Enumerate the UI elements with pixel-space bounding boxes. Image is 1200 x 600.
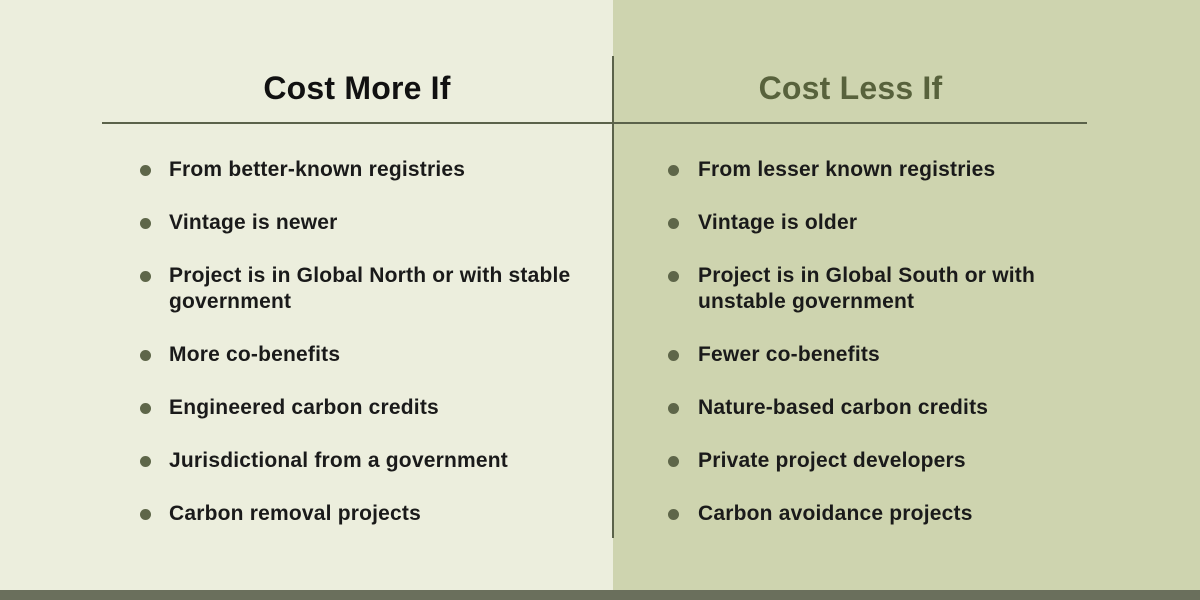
bullet-icon bbox=[140, 165, 151, 176]
bullet-icon bbox=[668, 165, 679, 176]
bullet-icon bbox=[140, 271, 151, 282]
bullet-icon bbox=[668, 271, 679, 282]
list-item: Vintage is newer bbox=[169, 211, 338, 234]
bottom-bar bbox=[0, 590, 1200, 600]
bullet-icon bbox=[668, 218, 679, 229]
bullet-icon bbox=[668, 403, 679, 414]
list-item: Private project developers bbox=[698, 449, 966, 472]
list-item: Vintage is older bbox=[698, 211, 858, 234]
bullet-icon bbox=[668, 456, 679, 467]
list-item: Carbon avoidance projects bbox=[698, 502, 973, 525]
right-panel bbox=[613, 0, 1200, 590]
bullet-icon bbox=[668, 350, 679, 361]
left-panel bbox=[0, 0, 613, 590]
list-item: Jurisdictional from a government bbox=[169, 449, 508, 472]
list-item: Fewer co-benefits bbox=[698, 343, 880, 366]
bullet-icon bbox=[140, 350, 151, 361]
bullet-icon bbox=[140, 456, 151, 467]
list-item: From better-known registries bbox=[169, 158, 466, 181]
heading-cost-more: Cost More If bbox=[263, 70, 451, 106]
list-item: Carbon removal projects bbox=[169, 502, 422, 525]
list-item: Nature-based carbon credits bbox=[698, 396, 989, 419]
list-item: Engineered carbon credits bbox=[169, 396, 439, 419]
bullet-icon bbox=[668, 509, 679, 520]
bullet-icon bbox=[140, 403, 151, 414]
vertical-divider bbox=[612, 56, 614, 538]
list-item: Project is in Global South or with unsta… bbox=[698, 264, 1035, 313]
heading-cost-less: Cost Less If bbox=[758, 70, 943, 106]
bullet-icon bbox=[140, 509, 151, 520]
list-item: Project is in Global North or with stabl… bbox=[169, 264, 571, 313]
bullet-icon bbox=[140, 218, 151, 229]
horizontal-divider bbox=[102, 122, 1087, 124]
list-item: More co-benefits bbox=[169, 343, 341, 366]
list-item: From lesser known registries bbox=[698, 158, 996, 181]
